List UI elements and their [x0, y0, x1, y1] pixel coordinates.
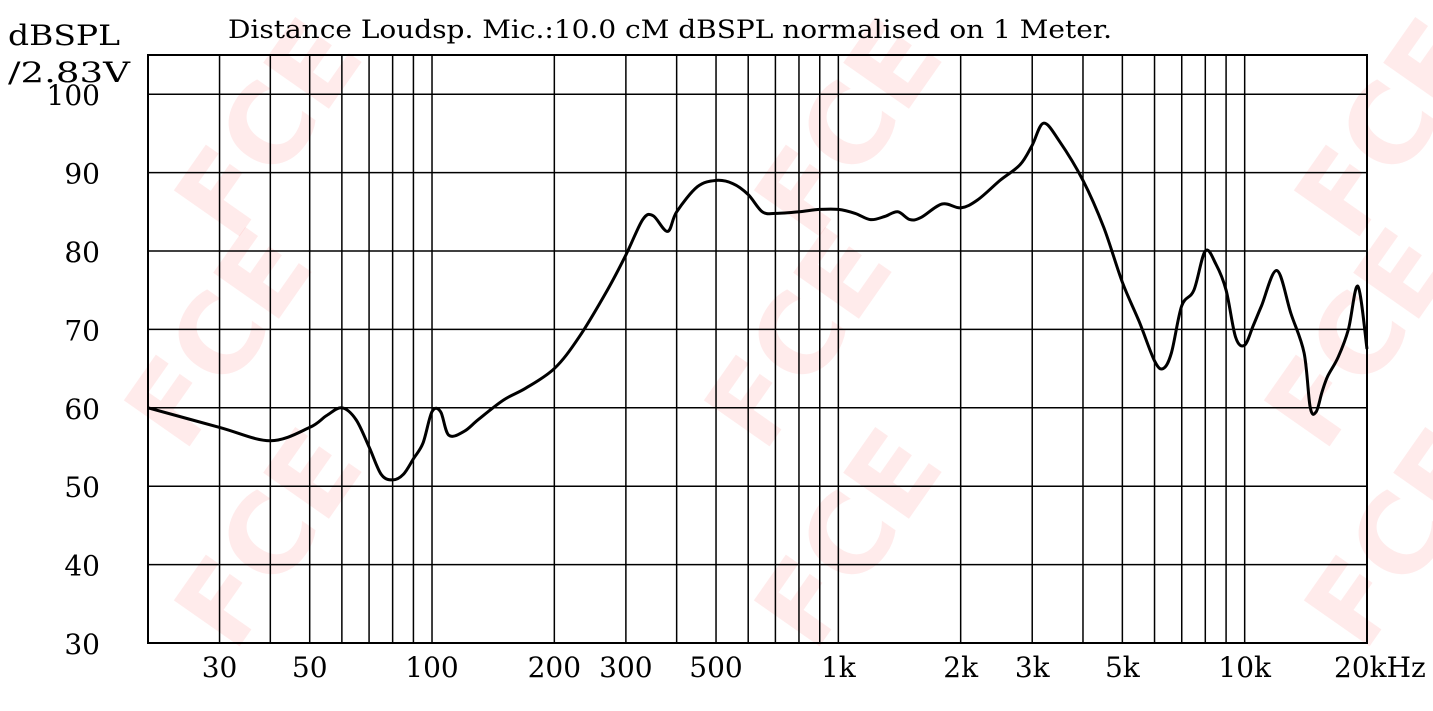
plot-frame: [147, 54, 1368, 644]
y-tick-label: 90: [64, 158, 100, 191]
x-tick-label: 2k: [943, 651, 979, 684]
x-tick-label: 50: [292, 651, 328, 684]
x-tick-label: 20kHz: [1334, 651, 1426, 684]
y-tick-label: 40: [64, 550, 100, 583]
y-tick-label: 60: [64, 393, 100, 426]
x-tick-label: 1k: [821, 651, 857, 684]
x-tick-label: 3k: [1015, 651, 1051, 684]
y-tick-label: 100: [47, 79, 100, 112]
y-tick-labels: 100 90 80 70 60 50 40 30: [47, 79, 100, 661]
x-tick-label: 300: [599, 651, 652, 684]
y-tick-label: 50: [64, 471, 100, 504]
x-tick-label: 10k: [1218, 651, 1272, 684]
x-tick-label: 5k: [1105, 651, 1141, 684]
frequency-response-line: [147, 121, 1369, 482]
x-tick-label: 30: [202, 651, 238, 684]
y-axis-label-voltage: /2.83V: [8, 56, 131, 89]
x-tick-label: 500: [689, 651, 742, 684]
watermark-text: FCE: [1270, 0, 1433, 260]
y-axis-label-unit: dBSPL: [8, 19, 120, 52]
x-tick-labels: 30 50 100 200 300 500 1k 2k 3k 5k 10k 20kHz: [202, 651, 1426, 684]
chart-title: Distance Loudsp. Mic.:10.0 cM dBSPL norm…: [228, 15, 1112, 44]
y-tick-label: 70: [64, 314, 100, 347]
y-tick-label: 30: [64, 628, 100, 661]
x-tick-label: 100: [405, 651, 458, 684]
x-tick-label: 200: [528, 651, 581, 684]
response-curve-group: [147, 121, 1369, 482]
y-tick-label: 80: [64, 236, 100, 269]
